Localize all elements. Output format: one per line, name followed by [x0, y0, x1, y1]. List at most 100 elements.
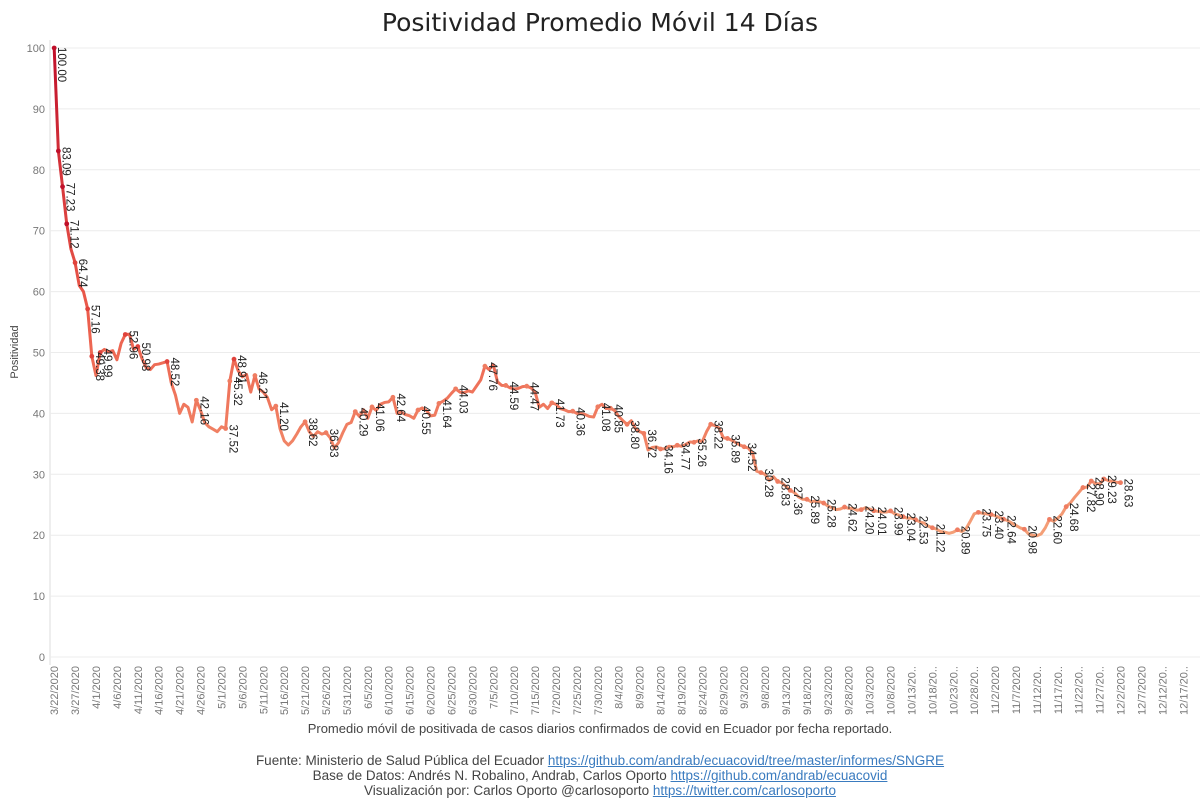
data-point — [64, 221, 70, 227]
visualization-text: Visualización por: Carlos Oporto @carlos… — [364, 783, 653, 798]
data-point — [60, 184, 65, 190]
x-tick-label: 7/25/2020 — [572, 666, 584, 715]
data-point — [955, 527, 960, 533]
data-point — [691, 439, 697, 445]
data-label: 36.72 — [645, 429, 657, 458]
database-line: Base de Datos: Andrés N. Robalino, Andra… — [0, 768, 1200, 783]
data-point — [975, 509, 981, 515]
data-point — [674, 442, 680, 448]
data-point — [51, 45, 57, 51]
chart-title: Positividad Promedio Móvil 14 Días — [381, 8, 819, 37]
data-label: 44.59 — [507, 381, 519, 410]
y-tick-label: 40 — [33, 408, 45, 420]
x-tick-label: 10/23/20.. — [948, 666, 960, 715]
y-tick-label: 10 — [33, 591, 45, 603]
data-point — [482, 363, 488, 369]
data-point — [1047, 516, 1052, 522]
x-tick-label: 12/7/2020 — [1136, 666, 1148, 715]
x-tick-label: 9/3/2020 — [739, 666, 751, 709]
data-label: 38.22 — [712, 420, 724, 449]
y-tick-label: 80 — [33, 165, 45, 177]
x-tick-label: 8/4/2020 — [614, 666, 626, 709]
data-label: 34.77 — [678, 441, 690, 470]
data-point — [624, 421, 630, 427]
data-point — [72, 260, 78, 266]
data-point — [900, 514, 906, 520]
data-point — [804, 496, 810, 502]
series-line-positividad — [52, 46, 1123, 538]
data-point — [871, 508, 877, 514]
x-tick-label: 8/9/2020 — [635, 666, 647, 709]
x-tick-label: 7/10/2020 — [509, 666, 521, 715]
data-label: 28.63 — [1122, 479, 1134, 508]
visualization-line: Visualización por: Carlos Oporto @carlos… — [0, 783, 1200, 798]
data-point — [775, 479, 781, 484]
y-axis-ticks: 0 10 20 30 40 50 60 70 80 90 100 — [27, 43, 45, 664]
x-axis-ticks: 3/22/2020 3/27/2020 4/1/2020 4/6/2020 4/11/2… — [49, 666, 1200, 715]
x-tick-label: 4/16/2020 — [154, 666, 166, 715]
data-label: 41.64 — [440, 399, 452, 428]
data-label: 36.83 — [327, 429, 339, 458]
data-point — [1088, 478, 1094, 484]
data-label: 42.64 — [394, 393, 406, 422]
data-point — [164, 359, 170, 364]
data-point — [570, 408, 576, 414]
x-tick-label: 5/21/2020 — [300, 666, 312, 715]
x-tick-label: 11/12/20.. — [1032, 666, 1044, 714]
data-point — [55, 148, 61, 154]
x-tick-label: 12/12/20.. — [1157, 666, 1169, 715]
data-label: 24.68 — [1067, 503, 1079, 532]
data-label: 22.60 — [1050, 515, 1062, 544]
x-tick-label: 4/11/2020 — [133, 666, 145, 714]
data-label: 20.98 — [1025, 525, 1037, 554]
data-point — [135, 344, 141, 349]
x-tick-label: 4/26/2020 — [196, 666, 208, 715]
x-tick-label: 8/24/2020 — [697, 666, 709, 715]
x-tick-label: 7/15/2020 — [530, 666, 542, 715]
data-label: 41.20 — [277, 402, 289, 431]
data-label: 40.85 — [611, 404, 623, 433]
data-point — [390, 394, 396, 400]
x-tick-label: 5/1/2020 — [216, 666, 228, 709]
y-tick-label: 50 — [33, 348, 45, 360]
x-tick-label: 9/13/2020 — [781, 666, 793, 715]
chart-subtitle: Promedio móvil de positivada de casos di… — [307, 721, 893, 736]
data-label: 41.06 — [373, 403, 385, 432]
data-label: 38.62 — [306, 418, 318, 447]
data-label: 41.73 — [553, 399, 565, 428]
visualization-link[interactable]: https://twitter.com/carlosoporto — [652, 783, 836, 798]
database-link[interactable]: https://github.com/andrab/ecuacovid — [670, 768, 888, 783]
data-point — [988, 512, 994, 517]
data-point — [641, 430, 647, 436]
data-point — [97, 350, 103, 355]
x-tick-label: 10/13/20.. — [906, 666, 918, 715]
data-label: 83.09 — [59, 147, 71, 176]
data-point — [549, 400, 555, 406]
database-text: Base de Datos: Andrés N. Robalino, Andra… — [312, 768, 671, 783]
y-tick-label: 70 — [33, 226, 45, 238]
source-text: Fuente: Ministerio de Salud Pública del … — [255, 753, 548, 768]
x-tick-label: 11/2/2020 — [990, 666, 1002, 714]
data-label: 25.89 — [808, 495, 820, 524]
data-point — [1063, 504, 1069, 510]
y-tick-label: 20 — [33, 530, 45, 542]
source-link[interactable]: https://github.com/andrab/ecuacovid/tree… — [547, 753, 945, 768]
data-label: 28.83 — [779, 477, 791, 506]
data-label: 57.16 — [89, 305, 101, 334]
data-label: 48.52 — [168, 358, 180, 387]
x-tick-label: 9/23/2020 — [823, 666, 835, 715]
data-point — [858, 507, 864, 513]
x-tick-label: 7/5/2020 — [488, 666, 500, 709]
x-tick-label: 9/18/2020 — [802, 666, 814, 715]
x-tick-label: 6/25/2020 — [446, 666, 458, 715]
data-label: 23.40 — [992, 510, 1004, 539]
data-label: 47.76 — [486, 362, 498, 391]
line-chart: 0 10 20 30 40 50 60 70 80 90 100 3/22/2020 3/27/202… — [9, 40, 1200, 715]
data-label: 71.12 — [68, 220, 80, 249]
data-point — [252, 373, 258, 378]
x-tick-label: 10/3/2020 — [865, 666, 877, 715]
x-tick-label: 11/27/20.. — [1095, 666, 1107, 714]
x-tick-label: 6/10/2020 — [384, 666, 396, 715]
data-label: 48.91 — [235, 355, 247, 384]
data-label: 50.98 — [139, 343, 151, 372]
